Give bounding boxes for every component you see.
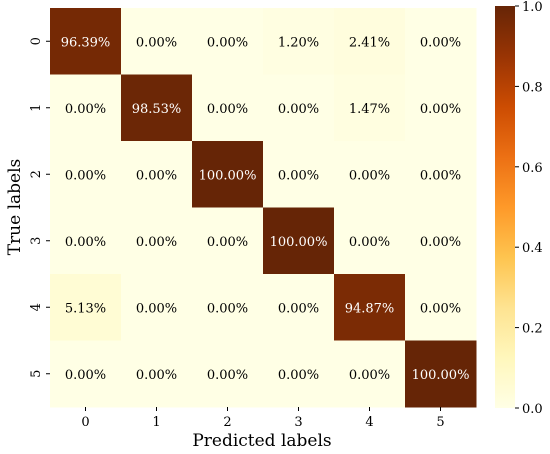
- heatmap-cell: [192, 274, 264, 341]
- y-tick-label: 5: [29, 370, 44, 378]
- x-tick-label: 2: [223, 415, 231, 430]
- colorbar-gradient: [495, 6, 515, 408]
- y-tick-label: 0: [29, 37, 44, 45]
- heatmap-cell: [405, 8, 477, 75]
- heatmap-cell: [334, 207, 406, 275]
- cell-value-label: 0.00%: [65, 168, 106, 183]
- heatmap-cell: [405, 340, 477, 408]
- heatmap-cell: [192, 8, 264, 75]
- cell-value-label: 0.00%: [136, 235, 177, 250]
- heatmap-cell: [192, 207, 264, 275]
- heatmap-cell: [334, 74, 406, 142]
- heatmap-cell: [50, 74, 122, 142]
- cell-value-label: 2.41%: [349, 35, 390, 50]
- colorbar-tick-label: 0.8: [522, 80, 543, 95]
- y-axis-ticks: 0 1 2 3 4 5: [29, 37, 50, 378]
- x-tick-label: 3: [294, 415, 302, 430]
- cell-value-label: 100.00%: [412, 368, 470, 383]
- cell-value-label: 5.13%: [65, 301, 106, 316]
- y-tick-label: 2: [29, 170, 44, 178]
- heatmap-cell: [334, 274, 406, 341]
- cell-value-label: 0.00%: [136, 301, 177, 316]
- heatmap-cell: [50, 207, 122, 275]
- heatmap-cell: [405, 207, 477, 275]
- x-tick-label: 0: [81, 415, 89, 430]
- heatmap-cell: [263, 141, 335, 208]
- heatmap-cell: [121, 274, 193, 341]
- colorbar-tick-label: 0.6: [522, 161, 543, 176]
- heatmap-cell: [334, 141, 406, 208]
- cell-value-label: 96.39%: [61, 35, 111, 50]
- cell-value-label: 98.53%: [132, 102, 182, 117]
- cell-value-label: 0.00%: [207, 235, 248, 250]
- heatmap-cell: [121, 207, 193, 275]
- y-tick-label: 3: [29, 237, 44, 245]
- cell-value-label: 0.00%: [420, 168, 461, 183]
- y-axis-label: True labels: [5, 159, 25, 256]
- heatmap-cell: [263, 340, 335, 408]
- x-axis-ticks: 0 1 2 3 4 5: [81, 407, 445, 430]
- heatmap-cell: [263, 8, 335, 75]
- heatmap-cell: [405, 74, 477, 142]
- cell-value-label: 0.00%: [420, 235, 461, 250]
- heatmap-cell: [121, 74, 193, 142]
- cell-value-label: 0.00%: [207, 301, 248, 316]
- heatmap-cell: [334, 340, 406, 408]
- heatmap-cell: [50, 274, 122, 341]
- heatmap-cell: [192, 340, 264, 408]
- cell-value-label: 0.00%: [207, 368, 248, 383]
- cell-value-label: 0.00%: [349, 168, 390, 183]
- colorbar: 0.0 0.2 0.4 0.6 0.8 1.0: [495, 0, 543, 417]
- heatmap-cell: [405, 141, 477, 208]
- cell-value-label: 0.00%: [349, 235, 390, 250]
- cell-value-label: 0.00%: [420, 35, 461, 50]
- cell-value-label: 0.00%: [278, 102, 319, 117]
- cell-value-label: 1.47%: [349, 102, 390, 117]
- heatmap-cell: [50, 340, 122, 408]
- colorbar-tick-label: 0.2: [522, 322, 543, 337]
- heatmap-cell: [263, 274, 335, 341]
- heatmap-cell: [50, 8, 122, 75]
- cell-value-label: 100.00%: [270, 235, 328, 250]
- cell-value-label: 0.00%: [207, 102, 248, 117]
- heatmap-cells: 96.39% 0.00% 0.00% 1.20% 2.41% 0.00% 0.00% 98.5…: [50, 8, 477, 408]
- cell-value-label: 0.00%: [278, 368, 319, 383]
- x-tick-label: 5: [436, 415, 444, 430]
- cell-value-label: 0.00%: [420, 102, 461, 117]
- cell-value-label: 0.00%: [65, 368, 106, 383]
- heatmap-cell: [405, 274, 477, 341]
- heatmap-cell: [263, 74, 335, 142]
- heatmap-cell: [334, 8, 406, 75]
- cell-value-label: 94.87%: [345, 301, 395, 316]
- cell-value-label: 0.00%: [420, 301, 461, 316]
- cell-value-label: 0.00%: [136, 35, 177, 50]
- colorbar-tick-label: 0.4: [522, 241, 543, 256]
- x-axis-label: Predicted labels: [192, 431, 331, 451]
- cell-value-label: 0.00%: [136, 168, 177, 183]
- cell-value-label: 0.00%: [65, 235, 106, 250]
- colorbar-tick-label: 1.0: [522, 0, 543, 15]
- y-tick-label: 4: [29, 303, 44, 311]
- x-tick-label: 4: [365, 415, 373, 430]
- y-tick-label: 1: [29, 104, 44, 112]
- cell-value-label: 0.00%: [278, 168, 319, 183]
- cell-value-label: 0.00%: [136, 368, 177, 383]
- heatmap-cell: [263, 207, 335, 275]
- cell-value-label: 0.00%: [207, 35, 248, 50]
- cell-value-label: 100.00%: [199, 168, 257, 183]
- heatmap-cell: [121, 8, 193, 75]
- heatmap-cell: [192, 141, 264, 208]
- heatmap-cell: [50, 141, 122, 208]
- heatmap-cell: [121, 340, 193, 408]
- heatmap-cell: [192, 74, 264, 142]
- cell-value-label: 0.00%: [65, 102, 106, 117]
- colorbar-tick-label: 0.0: [522, 402, 543, 417]
- cell-value-label: 0.00%: [278, 301, 319, 316]
- cell-value-label: 0.00%: [349, 368, 390, 383]
- cell-value-label: 1.20%: [278, 35, 319, 50]
- heatmap-cell: [121, 141, 193, 208]
- x-tick-label: 1: [152, 415, 160, 430]
